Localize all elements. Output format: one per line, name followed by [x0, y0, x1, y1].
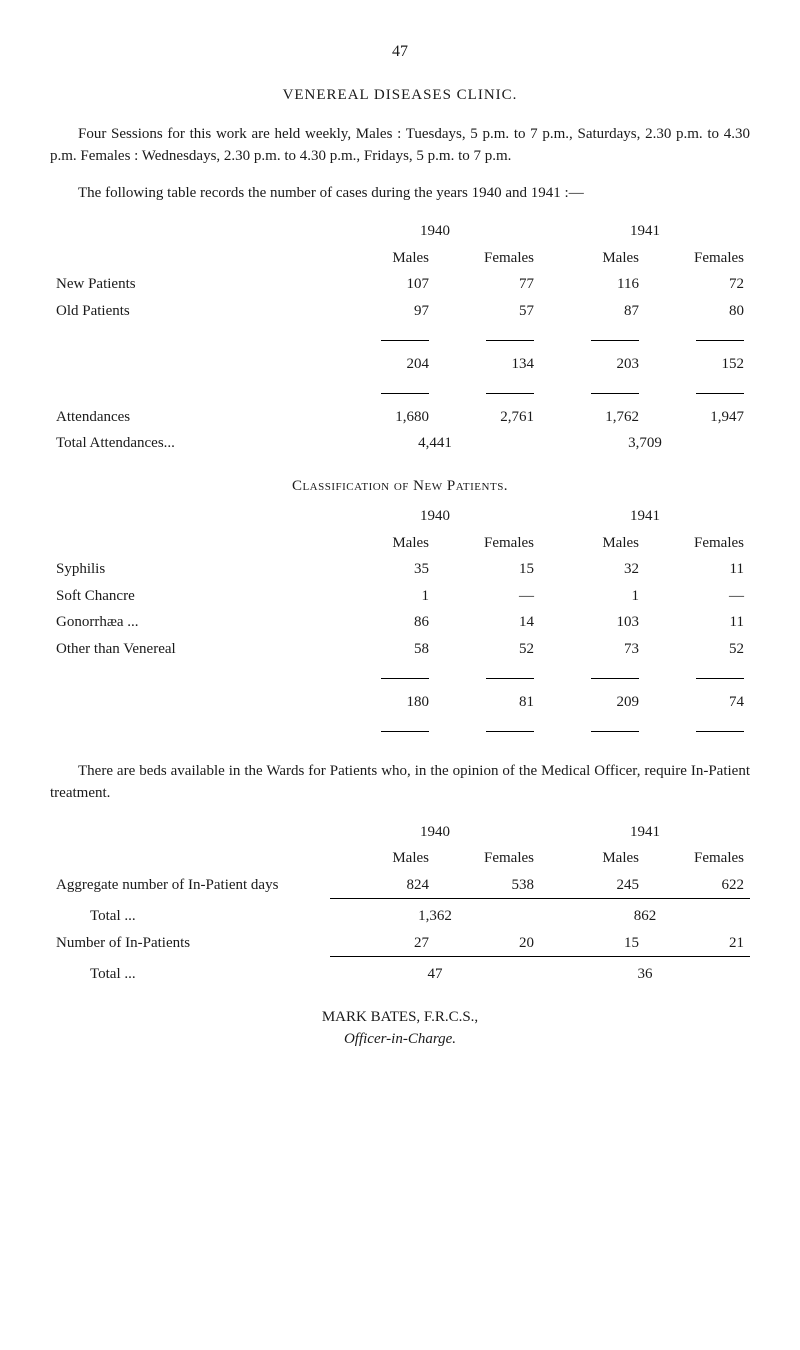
attendances-row: Attendances 1,680 2,761 1,762 1,947	[50, 404, 750, 431]
inpatients-row: Number of In-Patients 27 20 15 21	[50, 930, 750, 957]
aggregate-row: Aggregate number of In-Patient days 824 …	[50, 872, 750, 899]
paragraph-table-intro: The following table records the number o…	[50, 182, 750, 205]
table-row: New Patients 107 77 116 72	[50, 271, 750, 298]
section-title: VENEREAL DISEASES CLINIC.	[50, 84, 750, 107]
table-row: Old Patients 97 57 87 80	[50, 298, 750, 325]
paragraph-beds: There are beds available in the Wards fo…	[50, 760, 750, 805]
table-row: Syphilis 35 15 32 11	[50, 556, 750, 583]
year-1940: 1940	[330, 218, 540, 245]
table-row: Other than Venereal 58 52 73 52	[50, 636, 750, 663]
col-females: Females	[645, 245, 750, 272]
table-cases: 1940 1941 Males Females Males Females Ne…	[50, 218, 750, 457]
col-males: Males	[540, 245, 645, 272]
total-row: Total ... 47 36	[50, 961, 750, 988]
table-classification: 1940 1941 Males Females Males Females Sy…	[50, 503, 750, 742]
total-row: Total ... 1,362 862	[50, 903, 750, 930]
paragraph-sessions: Four Sessions for this work are held wee…	[50, 123, 750, 168]
year-1941: 1941	[540, 218, 750, 245]
total-row: 180 81 209 74	[50, 689, 750, 716]
signature: MARK BATES, F.R.C.S.,	[50, 1006, 750, 1029]
table-row: Gonorrhæa ... 86 14 103 11	[50, 609, 750, 636]
signature-role: Officer-in-Charge.	[50, 1028, 750, 1051]
col-females: Females	[435, 245, 540, 272]
subtotal-row: 204 134 203 152	[50, 351, 750, 378]
col-males: Males	[330, 245, 435, 272]
total-attendances-row: Total Attendances... 4,441 3,709	[50, 430, 750, 457]
classification-title: Classification of New Patients.	[50, 475, 750, 498]
table-inpatients: 1940 1941 Males Females Males Females Ag…	[50, 819, 750, 988]
page-number: 47	[50, 40, 750, 64]
table-row: Soft Chancre 1 — 1 —	[50, 583, 750, 610]
